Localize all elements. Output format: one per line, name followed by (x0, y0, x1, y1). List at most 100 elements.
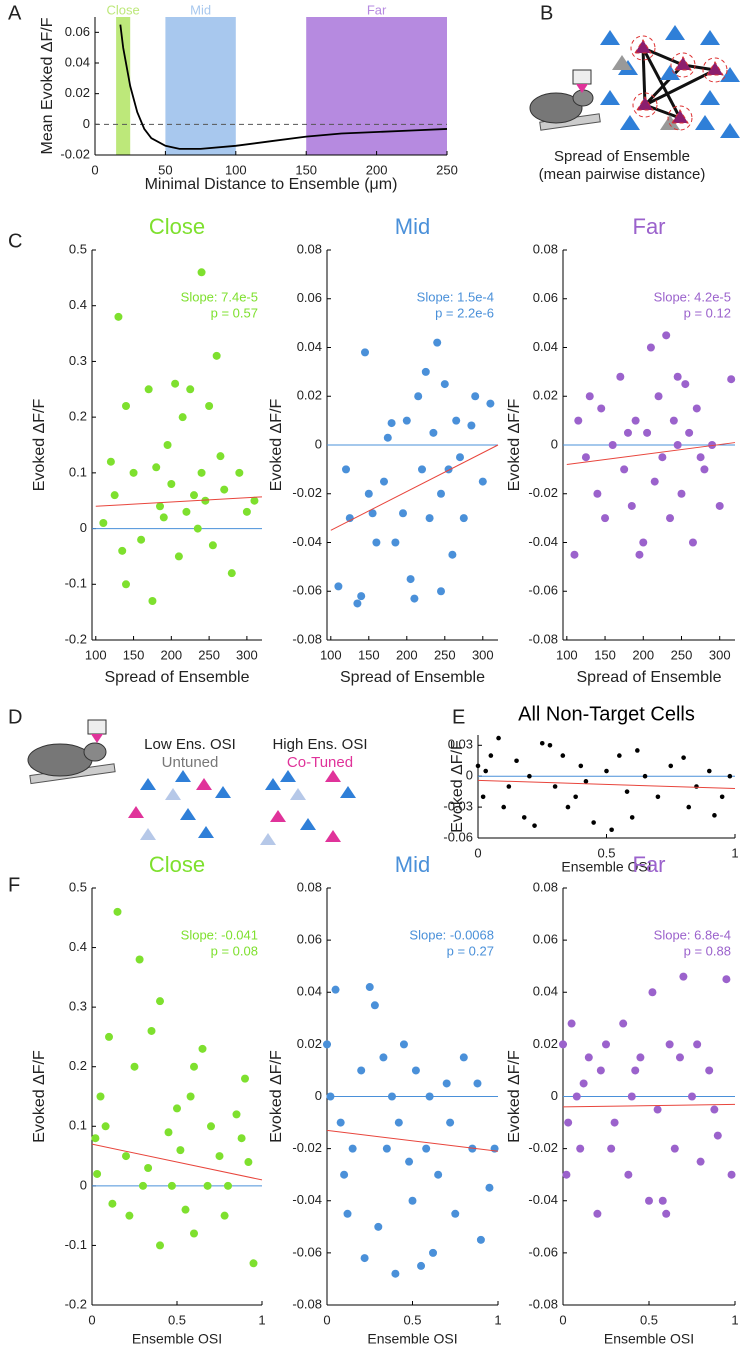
point (93, 1169, 102, 1178)
point (235, 468, 244, 477)
x-tick-label: 0.5 (168, 1312, 186, 1327)
point (201, 496, 210, 505)
y-tick-label: -0.06 (528, 1244, 558, 1259)
x-axis-label: Spread of Ensemble (340, 669, 485, 686)
point (402, 416, 411, 425)
point (190, 1062, 198, 1071)
y-tick-label: -0.04 (292, 1192, 322, 1207)
point (627, 501, 636, 510)
point (361, 348, 369, 357)
point (242, 507, 251, 516)
point (601, 514, 610, 523)
y-tick-label: -0.04 (528, 1192, 558, 1207)
y-tick-label: 0 (466, 768, 473, 783)
point (623, 428, 632, 437)
y-tick-label: 0.5 (69, 879, 87, 894)
point (139, 1181, 147, 1190)
point (539, 740, 545, 746)
point (227, 569, 236, 578)
point (658, 1196, 667, 1205)
region-label: Close (107, 2, 140, 17)
y-tick-label: 0.02 (297, 1036, 322, 1051)
point (391, 1269, 400, 1278)
region (165, 17, 236, 155)
point (422, 1144, 431, 1153)
point (506, 784, 512, 789)
point (627, 1092, 636, 1101)
point (171, 379, 180, 388)
point (610, 1118, 619, 1127)
x-tick-label: 200 (632, 647, 654, 662)
x-tick-label: 200 (160, 647, 182, 662)
point (696, 1157, 705, 1166)
y-tick-label: 0.3 (69, 353, 87, 368)
point (135, 955, 144, 964)
point (707, 768, 712, 774)
point (547, 743, 553, 748)
y-tick-label: -0.2 (65, 1296, 87, 1311)
point (323, 1040, 331, 1049)
point (387, 419, 396, 428)
x-tick-label: 100 (225, 162, 247, 177)
point (583, 779, 589, 784)
point (205, 402, 214, 410)
y-tick-label: -0.08 (292, 1296, 322, 1311)
point (130, 1062, 139, 1071)
point (532, 823, 537, 828)
fit-line (566, 442, 736, 465)
group-subtitle: Untuned (162, 754, 219, 771)
point (446, 1118, 455, 1127)
point (176, 1146, 185, 1155)
point (365, 983, 374, 992)
point (215, 1152, 224, 1161)
point (186, 385, 195, 394)
x-tick-label: 1 (494, 1312, 501, 1327)
point (394, 1118, 403, 1127)
point (216, 452, 225, 461)
point (99, 519, 108, 527)
point (174, 552, 183, 561)
x-tick-label: 150 (123, 647, 145, 662)
point (220, 485, 229, 494)
y-tick-label: 0.4 (69, 939, 87, 954)
point (658, 453, 667, 462)
point (712, 813, 717, 818)
panel-label: C (8, 230, 22, 252)
x-tick-label: 150 (295, 162, 317, 177)
y-tick-label: 0.04 (297, 984, 322, 999)
y-tick-label: 0.06 (533, 932, 558, 947)
point (383, 433, 392, 442)
point (635, 748, 640, 753)
x-tick-label: 0.5 (640, 1312, 658, 1327)
point (105, 1032, 113, 1041)
point (193, 524, 202, 533)
caption: (mean pairwise distance) (539, 166, 706, 183)
point (679, 972, 688, 981)
annotation: p = 0.57 (211, 305, 258, 320)
point (434, 1170, 443, 1179)
point (668, 763, 674, 769)
point (421, 367, 430, 376)
point (408, 1196, 417, 1205)
annotation: p = 0.88 (684, 943, 731, 958)
y-tick-label: 0.2 (69, 1058, 87, 1073)
y-tick-label: -0.06 (292, 583, 322, 598)
point (560, 753, 566, 758)
group-title: High Ens. OSI (272, 736, 367, 753)
y-axis-label: Evoked ΔF/F (31, 399, 48, 492)
panel-label: E (452, 706, 465, 728)
panel-label: B (540, 2, 553, 24)
x-tick-label: 300 (472, 647, 494, 662)
point (562, 1170, 571, 1179)
fit-line (326, 1129, 499, 1152)
point (372, 538, 381, 547)
x-tick-label: 300 (709, 647, 731, 662)
point (578, 763, 584, 769)
point (705, 1066, 714, 1075)
point (570, 550, 579, 559)
point (114, 312, 123, 321)
x-tick-label: 150 (594, 647, 616, 662)
y-tick-label: -0.04 (528, 534, 558, 549)
data-line (119, 24, 448, 150)
point (666, 514, 675, 523)
